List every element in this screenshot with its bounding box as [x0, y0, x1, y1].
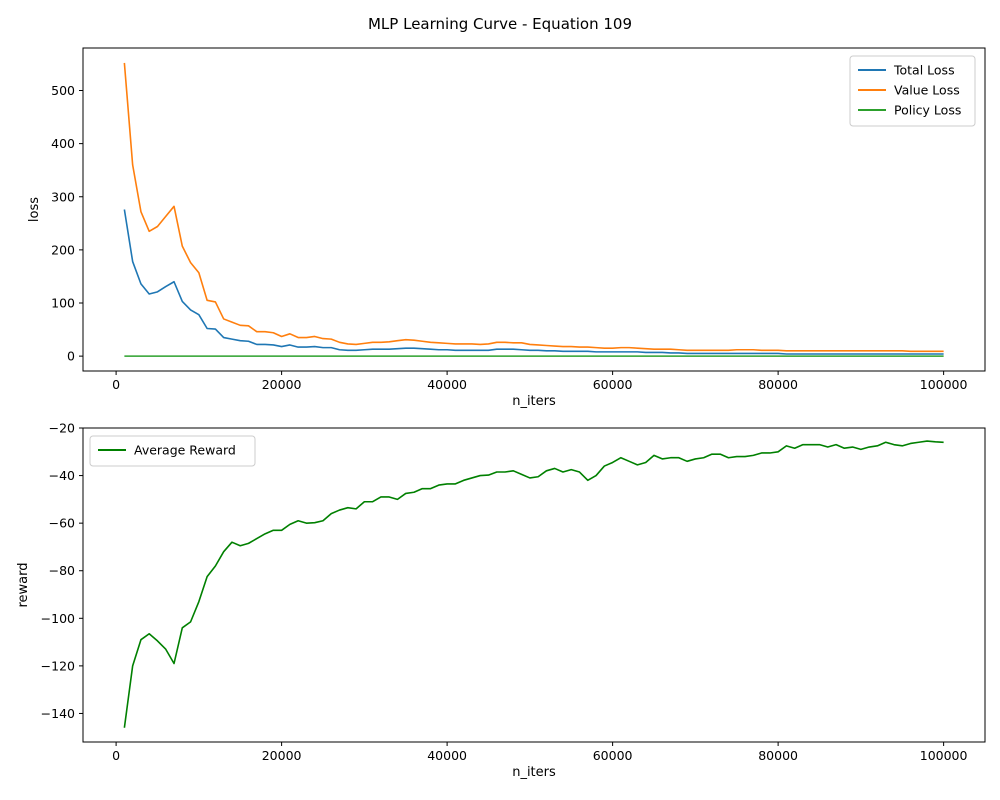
loss-y-tick-label: 400: [51, 136, 75, 151]
loss-plot-background: [83, 48, 985, 371]
reward-x-axis-label: n_iters: [512, 765, 556, 780]
loss-x-tick-label: 40000: [427, 377, 467, 392]
loss-series-total-loss-line: [123, 209, 944, 355]
loss-plot-area: [83, 48, 985, 371]
reward-x-tick-label: 20000: [262, 748, 302, 763]
reward-y-tick-label: −40: [49, 468, 75, 483]
reward-plot-background: [83, 428, 985, 742]
reward-x-tick-label: 80000: [758, 748, 798, 763]
loss-legend-label-total-loss: Total Loss: [893, 63, 955, 78]
loss-y-tick-label: 0: [67, 349, 75, 364]
loss-x-axis-label: n_iters: [512, 394, 556, 409]
figure-title: MLP Learning Curve - Equation 109: [368, 15, 632, 33]
reward-y-tick-label: −60: [49, 516, 75, 531]
reward-x-tick-label: 0: [112, 748, 120, 763]
loss-x-tick-label: 60000: [593, 377, 633, 392]
reward-y-tick-label: −120: [41, 658, 75, 673]
loss-x-tick-label: 80000: [758, 377, 798, 392]
loss-y-tick-label: 300: [51, 189, 75, 204]
loss-x-tick-label: 20000: [262, 377, 302, 392]
loss-legend-box: [849, 55, 976, 127]
reward-x-tick-label: 60000: [593, 748, 633, 763]
reward-y-axis-label: reward: [16, 562, 31, 607]
loss-legend: Total Loss Value Loss Policy Loss: [849, 55, 976, 127]
loss-y-axis-label: loss: [27, 197, 42, 222]
reward-y-tick-label: −140: [41, 706, 75, 721]
reward-y-tick-label: −80: [49, 563, 75, 578]
reward-legend: Average Reward: [89, 435, 256, 467]
loss-y-tick-label: 100: [51, 296, 75, 311]
reward-legend-box: [89, 435, 256, 467]
reward-x-tick-label: 100000: [920, 748, 968, 763]
loss-chart-panel: 0 20000 40000 60000 80000 100000 0 100 200 300 400…: [27, 47, 986, 409]
loss-y-tick-label: 500: [51, 83, 75, 98]
loss-x-tick-label: 100000: [920, 377, 968, 392]
reward-y-tick-label: −100: [41, 611, 75, 626]
loss-axes: 0 20000 40000 60000 80000 100000 0 100 200 300 400…: [51, 47, 986, 392]
loss-axes-frame: [82, 47, 986, 372]
loss-series-lines: [123, 62, 944, 357]
reward-axes: 0 20000 40000 60000 80000 100000 −140 −120 −100 −…: [41, 421, 986, 763]
loss-series-value-loss-line: [123, 62, 944, 353]
reward-chart-panel: 0 20000 40000 60000 80000 100000 −140 −120 −100 −…: [16, 421, 986, 780]
loss-legend-label-value-loss: Value Loss: [894, 83, 960, 98]
loss-legend-label-policy-loss: Policy Loss: [894, 103, 961, 118]
reward-series-average-reward-line: [123, 440, 944, 728]
reward-x-tick-label: 40000: [427, 748, 467, 763]
reward-plot-area: [83, 428, 985, 742]
loss-y-tick-label: 200: [51, 242, 75, 257]
reward-axes-frame: [82, 427, 986, 743]
reward-legend-label-average-reward: Average Reward: [134, 443, 236, 458]
reward-series-lines: [123, 440, 944, 728]
loss-x-tick-label: 0: [112, 377, 120, 392]
reward-y-tick-label: −20: [49, 421, 75, 436]
